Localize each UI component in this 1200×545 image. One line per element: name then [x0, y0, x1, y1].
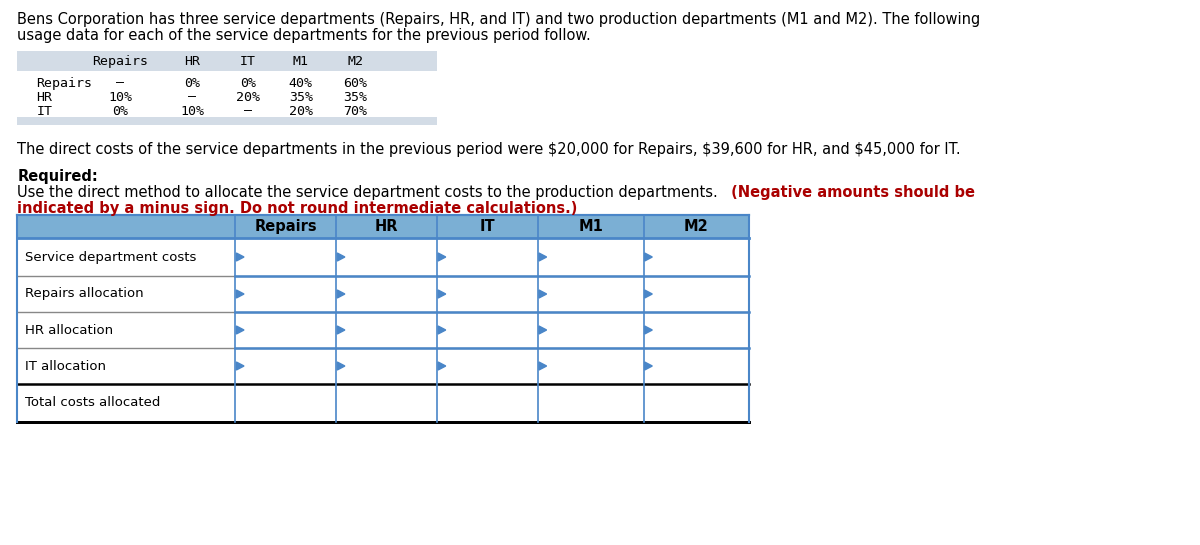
- Text: 10%: 10%: [180, 105, 204, 118]
- Text: IT: IT: [36, 105, 53, 118]
- Text: IT: IT: [480, 219, 496, 234]
- Text: 0%: 0%: [112, 105, 128, 118]
- Text: 20%: 20%: [236, 90, 260, 104]
- Text: IT allocation: IT allocation: [25, 360, 106, 372]
- Text: M2: M2: [684, 219, 709, 234]
- Polygon shape: [438, 290, 445, 298]
- Text: Required:: Required:: [17, 169, 98, 184]
- Text: Repairs: Repairs: [254, 219, 317, 234]
- Text: –: –: [188, 90, 196, 104]
- Polygon shape: [539, 290, 547, 298]
- Polygon shape: [337, 290, 344, 298]
- Text: (Negative amounts should be: (Negative amounts should be: [726, 185, 976, 200]
- Bar: [17, 384, 749, 422]
- Text: 60%: 60%: [343, 76, 367, 89]
- Text: IT: IT: [240, 54, 256, 68]
- Text: 70%: 70%: [343, 105, 367, 118]
- Polygon shape: [236, 326, 244, 334]
- Text: 20%: 20%: [289, 105, 313, 118]
- Polygon shape: [438, 253, 445, 261]
- Text: Repairs: Repairs: [92, 54, 148, 68]
- Text: 40%: 40%: [289, 76, 313, 89]
- Text: –: –: [116, 76, 124, 89]
- Text: 0%: 0%: [240, 76, 256, 89]
- Polygon shape: [438, 326, 445, 334]
- Bar: [17, 348, 749, 384]
- Polygon shape: [337, 253, 344, 261]
- Bar: [17, 215, 749, 238]
- Polygon shape: [644, 253, 653, 261]
- Text: M2: M2: [348, 54, 364, 68]
- Polygon shape: [236, 362, 244, 370]
- Polygon shape: [236, 253, 244, 261]
- Polygon shape: [438, 362, 445, 370]
- Bar: [17, 276, 749, 312]
- Text: HR: HR: [184, 54, 200, 68]
- Text: HR: HR: [36, 90, 53, 104]
- Text: The direct costs of the service departments in the previous period were $20,000 : The direct costs of the service departme…: [17, 142, 961, 157]
- Text: –: –: [244, 105, 252, 118]
- Polygon shape: [337, 326, 344, 334]
- Bar: [17, 312, 749, 348]
- Polygon shape: [539, 326, 547, 334]
- Bar: [17, 117, 437, 125]
- Polygon shape: [644, 326, 653, 334]
- Text: Total costs allocated: Total costs allocated: [25, 397, 161, 409]
- Text: Repairs allocation: Repairs allocation: [25, 288, 144, 300]
- Text: Service department costs: Service department costs: [25, 251, 197, 263]
- Text: HR: HR: [374, 219, 398, 234]
- Text: 35%: 35%: [289, 90, 313, 104]
- Bar: [17, 238, 749, 276]
- Polygon shape: [644, 362, 653, 370]
- Text: 10%: 10%: [108, 90, 132, 104]
- Text: Repairs: Repairs: [36, 76, 92, 89]
- Text: 35%: 35%: [343, 90, 367, 104]
- Text: 0%: 0%: [184, 76, 200, 89]
- Text: M1: M1: [293, 54, 308, 68]
- Polygon shape: [539, 362, 547, 370]
- Text: usage data for each of the service departments for the previous period follow.: usage data for each of the service depar…: [17, 28, 592, 43]
- Text: Bens Corporation has three service departments (Repairs, HR, and IT) and two pro: Bens Corporation has three service depar…: [17, 12, 980, 27]
- Polygon shape: [236, 290, 244, 298]
- Polygon shape: [644, 290, 653, 298]
- Text: Use the direct method to allocate the service department costs to the production: Use the direct method to allocate the se…: [17, 185, 718, 200]
- Polygon shape: [337, 362, 344, 370]
- Text: HR allocation: HR allocation: [25, 324, 113, 336]
- Polygon shape: [539, 253, 547, 261]
- Bar: [17, 51, 437, 71]
- Text: indicated by a minus sign. Do not round intermediate calculations.): indicated by a minus sign. Do not round …: [17, 201, 577, 216]
- Text: M1: M1: [578, 219, 604, 234]
